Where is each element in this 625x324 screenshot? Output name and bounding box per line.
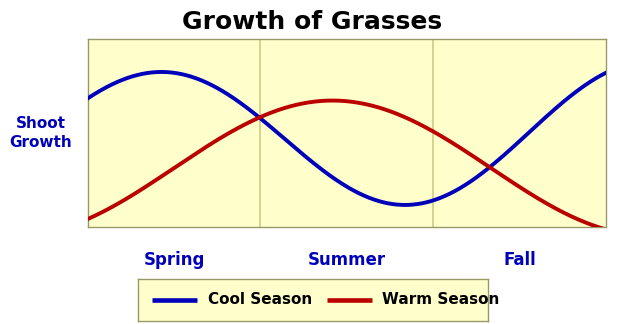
- Text: Cool Season: Cool Season: [208, 292, 312, 307]
- Text: Summer: Summer: [308, 251, 386, 270]
- Text: Warm Season: Warm Season: [382, 292, 500, 307]
- Text: Growth of Grasses: Growth of Grasses: [182, 10, 442, 34]
- Text: Spring: Spring: [143, 251, 204, 270]
- Text: Shoot
Growth: Shoot Growth: [9, 116, 72, 150]
- Text: Fall: Fall: [503, 251, 536, 270]
